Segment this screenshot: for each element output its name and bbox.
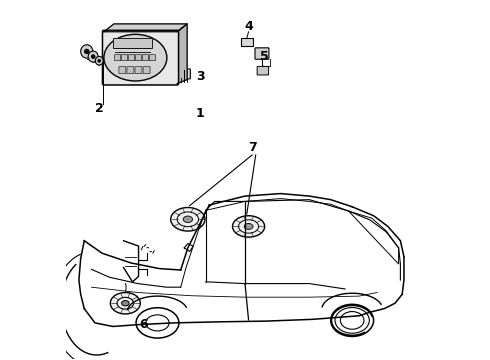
Text: 5: 5: [260, 50, 269, 63]
Ellipse shape: [171, 207, 205, 231]
Circle shape: [98, 59, 101, 62]
FancyBboxPatch shape: [135, 67, 142, 73]
Polygon shape: [104, 24, 187, 32]
Ellipse shape: [81, 45, 93, 58]
FancyBboxPatch shape: [143, 55, 148, 60]
Ellipse shape: [96, 57, 103, 65]
Text: 6: 6: [139, 318, 147, 331]
Ellipse shape: [88, 51, 98, 62]
Ellipse shape: [183, 216, 193, 222]
FancyBboxPatch shape: [241, 38, 252, 46]
Text: 4: 4: [244, 20, 253, 33]
Text: 2: 2: [95, 102, 103, 115]
Circle shape: [91, 55, 95, 59]
Text: 3: 3: [196, 70, 205, 83]
Text: 1: 1: [196, 107, 205, 120]
Polygon shape: [177, 24, 187, 84]
FancyBboxPatch shape: [102, 30, 178, 85]
FancyBboxPatch shape: [122, 55, 128, 60]
FancyBboxPatch shape: [178, 69, 190, 79]
Ellipse shape: [104, 34, 167, 81]
FancyBboxPatch shape: [143, 67, 150, 73]
Ellipse shape: [244, 224, 253, 229]
FancyBboxPatch shape: [113, 37, 152, 48]
FancyBboxPatch shape: [128, 55, 135, 60]
Text: 7: 7: [248, 141, 257, 154]
Ellipse shape: [232, 216, 265, 237]
FancyBboxPatch shape: [257, 66, 269, 75]
Ellipse shape: [110, 293, 140, 314]
FancyBboxPatch shape: [127, 67, 134, 73]
FancyBboxPatch shape: [115, 55, 121, 60]
FancyBboxPatch shape: [119, 67, 126, 73]
Circle shape: [84, 49, 89, 54]
Ellipse shape: [122, 301, 129, 306]
FancyBboxPatch shape: [149, 55, 155, 60]
FancyBboxPatch shape: [255, 48, 269, 59]
FancyBboxPatch shape: [135, 55, 142, 60]
